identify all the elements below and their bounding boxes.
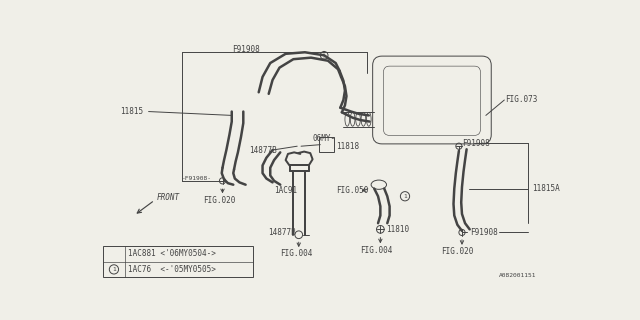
Text: FIG.020: FIG.020	[204, 196, 236, 204]
Bar	[319, 137, 334, 152]
Text: 1AC76  <-'05MY0505>: 1AC76 <-'05MY0505>	[128, 265, 216, 274]
Text: F91908: F91908	[470, 228, 498, 237]
Text: A082001151: A082001151	[499, 273, 536, 278]
Text: -F91908-: -F91908-	[182, 176, 212, 181]
Text: 06MY-: 06MY-	[312, 134, 336, 143]
Text: FIG.050: FIG.050	[336, 186, 368, 195]
Text: 1: 1	[403, 194, 407, 199]
Text: FIG.004: FIG.004	[360, 246, 393, 255]
Text: 11818: 11818	[336, 142, 359, 151]
Text: 1: 1	[112, 267, 116, 272]
Text: 1AC91: 1AC91	[274, 186, 297, 195]
Text: FRONT: FRONT	[157, 193, 180, 202]
Text: 11815: 11815	[120, 107, 143, 116]
Text: F91908: F91908	[232, 45, 259, 54]
Bar	[103, 246, 253, 277]
Text: 14877B: 14877B	[250, 146, 277, 155]
Text: 1AC881 <'06MY0504->: 1AC881 <'06MY0504->	[128, 250, 216, 259]
Text: 11815A: 11815A	[532, 184, 560, 193]
Text: FIG.020: FIG.020	[441, 247, 474, 256]
Text: 11810: 11810	[386, 225, 409, 234]
Text: FIG.073: FIG.073	[505, 95, 538, 105]
Text: 14877B: 14877B	[268, 228, 296, 237]
Text: FIG.004: FIG.004	[280, 250, 312, 259]
Text: F91908: F91908	[462, 139, 490, 148]
